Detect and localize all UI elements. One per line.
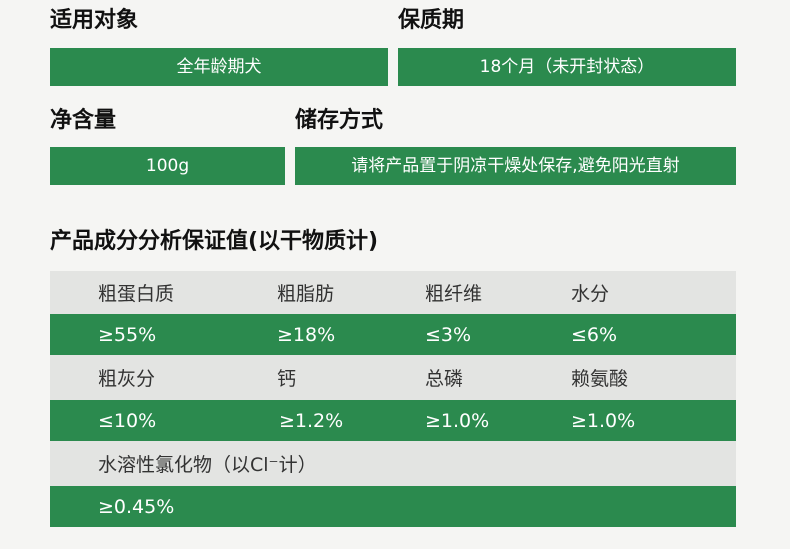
table-cell: ≥18% [277, 323, 336, 346]
table-cell: 粗纤维 [425, 283, 483, 305]
shelf-life-value: 18个月（未开封状态） [398, 48, 736, 86]
table-row-header-1: 粗蛋白质 粗脂肪 粗纤维 水分 [50, 271, 736, 314]
analysis-title: 产品成分分析保证值(以干物质计) [50, 229, 379, 254]
table-row-header-2: 粗灰分 钙 总磷 赖氨酸 [50, 355, 736, 400]
net-weight-label: 净含量 [50, 108, 117, 133]
table-cell: 粗脂肪 [277, 283, 335, 305]
target-label: 适用对象 [50, 8, 139, 33]
table-cell: ≤3% [425, 323, 472, 346]
table-cell: ≥1.2% [279, 409, 344, 432]
table-cell: 赖氨酸 [571, 368, 629, 390]
table-cell: 总磷 [425, 368, 464, 390]
table-cell: ≤10% [98, 409, 157, 432]
table-cell: 粗蛋白质 [98, 283, 175, 305]
table-cell: 水溶性氯化物（以Cl⁻计） [98, 454, 317, 476]
table-cell: ≥55% [98, 323, 157, 346]
table-row-values-2: ≤10% ≥1.2% ≥1.0% ≥1.0% [50, 400, 736, 441]
table-row-values-1: ≥55% ≥18% ≤3% ≤6% [50, 314, 736, 355]
table-cell: ≥1.0% [425, 409, 490, 432]
table-cell: ≥0.45% [98, 495, 175, 518]
table-row-values-3: ≥0.45% [50, 486, 736, 527]
table-cell: 水分 [571, 283, 610, 305]
table-cell: 钙 [277, 368, 297, 390]
shelf-life-label: 保质期 [398, 8, 465, 33]
storage-label: 储存方式 [295, 108, 384, 133]
storage-value: 请将产品置于阴凉干燥处保存,避免阳光直射 [295, 147, 736, 185]
table-cell: 粗灰分 [98, 368, 156, 390]
analysis-table: 粗蛋白质 粗脂肪 粗纤维 水分 ≥55% ≥18% ≤3% ≤6% 粗灰分 钙 … [50, 271, 736, 527]
table-cell: ≥1.0% [571, 409, 636, 432]
table-cell: ≤6% [571, 323, 618, 346]
target-value: 全年龄期犬 [50, 48, 388, 86]
net-weight-value: 100g [50, 147, 285, 185]
table-row-header-3: 水溶性氯化物（以Cl⁻计） [50, 441, 736, 486]
